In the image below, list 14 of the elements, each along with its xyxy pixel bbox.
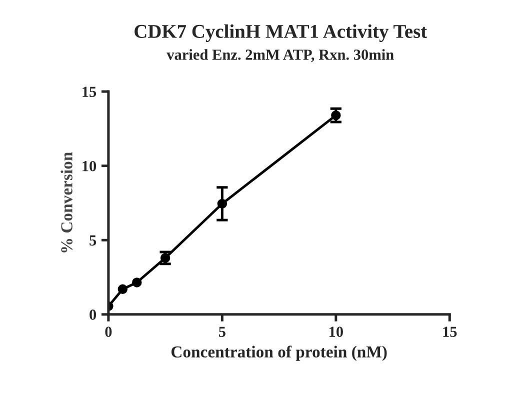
chart-title: CDK7 CyclinH MAT1 Activity Test [134,24,428,42]
x-tick-label: 0 [105,326,112,337]
y-tick-label: 5 [90,235,96,246]
x-axis-title: Concentration of protein (nM) [171,346,387,361]
x-tick-label: 15 [443,326,457,337]
y-tick-label: 15 [82,86,96,97]
point [118,284,128,294]
y-tick-label: 10 [82,160,96,172]
x-tick-label: 10 [330,326,343,337]
x-tick-label: 5 [218,326,226,337]
chart-subtitle: varied Enz. 2mM ATP, Rxn. 30min [166,49,394,62]
point [132,278,142,288]
y-axis-title: % Conversion [60,152,72,252]
y-tick-label: 0 [90,310,96,320]
